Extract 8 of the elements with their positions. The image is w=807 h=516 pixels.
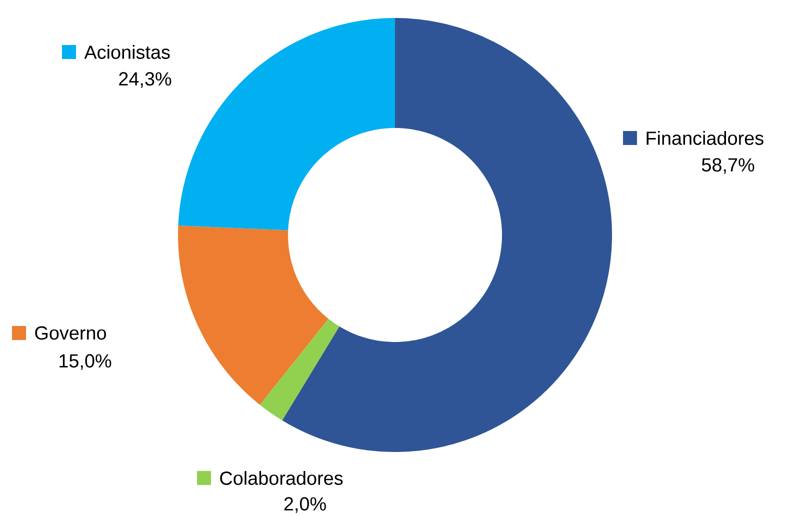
data-label: 15,0% — [60, 354, 112, 370]
data-label: 58,7% — [702, 158, 754, 174]
legend-label: Acionistas — [84, 45, 170, 59]
data-label: 2,0% — [284, 497, 326, 513]
legend-label: Colaboradores — [220, 471, 343, 485]
legend-label: Governo — [35, 326, 106, 340]
data-label: 24,3% — [119, 72, 172, 88]
legend-label: Financiadores — [646, 131, 764, 145]
